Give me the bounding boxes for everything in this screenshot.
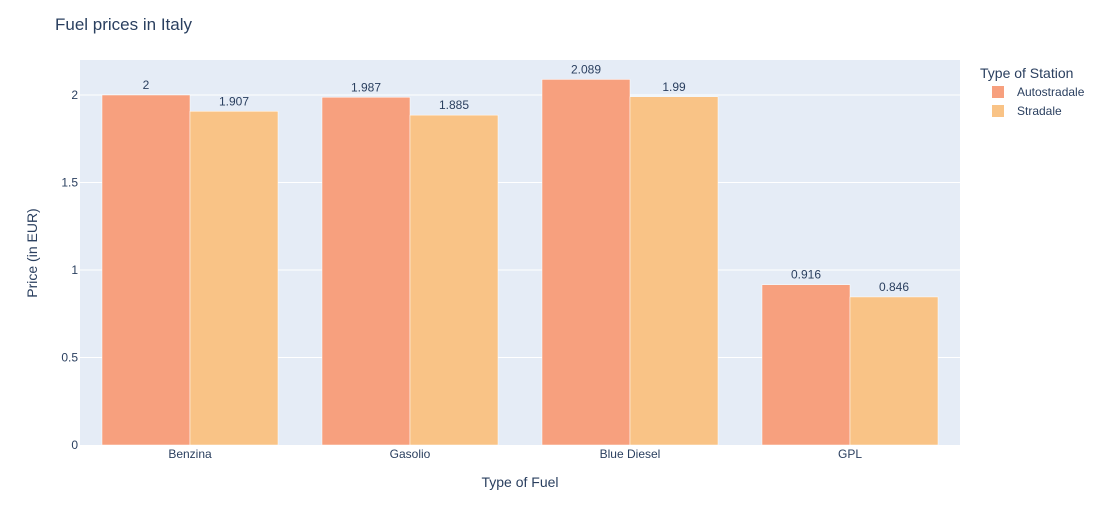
chart-title: Fuel prices in Italy	[55, 15, 192, 34]
bar-autostradale-benzina	[101, 94, 191, 446]
x-axis-title: Type of Fuel	[481, 474, 558, 490]
y-tick-label: 1	[71, 263, 78, 277]
bar-labels-layer: 2 1.907 1.987 1.885 2.089 1.99 0.916 0.846	[143, 62, 910, 294]
y-axis-ticks: 0 0.5 1 1.5 2	[61, 88, 78, 452]
bar-stradale-blue-diesel	[629, 96, 719, 446]
bar-autostradale-gasolio	[321, 97, 411, 446]
bar-value-label: 0.846	[879, 280, 909, 294]
legend-title: Type of Station	[980, 65, 1073, 81]
legend-item-label: Stradale	[1017, 104, 1062, 118]
bar-stradale-gasolio	[409, 114, 499, 446]
legend-item-label: Autostradale	[1017, 85, 1085, 99]
bar-value-label: 1.987	[351, 80, 381, 94]
bar-autostradale-blue-diesel	[541, 79, 631, 446]
bar-value-label: 0.916	[791, 268, 821, 282]
bars-layer	[101, 79, 939, 446]
y-tick-label: 0	[71, 438, 78, 452]
bar-value-label: 1.907	[219, 94, 249, 108]
y-tick-label: 0.5	[61, 351, 78, 365]
y-tick-label: 2	[71, 88, 78, 102]
x-tick-label: GPL	[838, 447, 862, 461]
x-tick-label: Gasolio	[390, 447, 431, 461]
bar-autostradale-gpl	[761, 284, 851, 446]
legend: Type of Station Autostradale Stradale	[980, 65, 1085, 118]
x-tick-label: Blue Diesel	[600, 447, 661, 461]
x-tick-label: Benzina	[168, 447, 212, 461]
bar-value-label: 2	[143, 78, 150, 92]
legend-swatch	[992, 86, 1004, 98]
y-axis-title: Price (in EUR)	[24, 208, 40, 297]
x-axis-ticks: Benzina Gasolio Blue Diesel GPL	[168, 447, 862, 461]
bar-value-label: 2.089	[571, 62, 601, 76]
bar-value-label: 1.99	[662, 80, 686, 94]
y-tick-label: 1.5	[61, 176, 78, 190]
legend-swatch	[992, 105, 1004, 117]
bar-stradale-benzina	[189, 111, 279, 446]
bar-stradale-gpl	[849, 296, 939, 446]
bar-value-label: 1.885	[439, 98, 469, 112]
